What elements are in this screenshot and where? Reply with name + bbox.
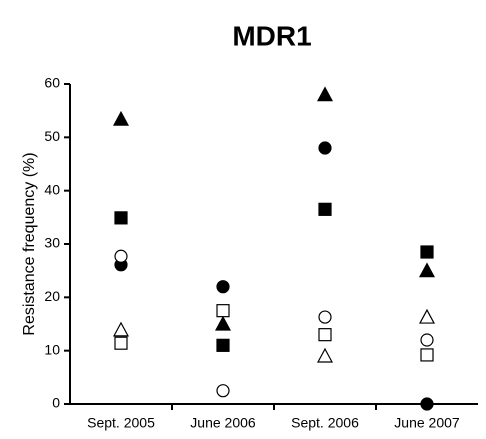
point [316,86,334,102]
point [420,245,434,259]
x-tick-label: Sept. 2005 [87,415,155,431]
point [318,310,332,324]
point [216,304,230,318]
point [216,280,230,294]
point [114,211,128,225]
x-tick-label: Sept. 2006 [291,415,359,431]
x-tick-label: June 2007 [394,415,460,431]
point [216,338,230,352]
point [216,384,230,398]
point [114,249,128,263]
point [418,308,436,324]
point [112,321,130,337]
point [420,333,434,347]
point [420,397,434,411]
y-tick-label: 0 [52,395,60,411]
point [420,348,434,362]
y-tick-label: 30 [44,235,60,251]
x-tick-label: June 2006 [190,415,256,431]
point [112,110,130,126]
y-tick-label: 60 [44,75,60,91]
point [318,328,332,342]
point [318,202,332,216]
y-tick-label: 20 [44,288,60,304]
y-tick-label: 10 [44,341,60,357]
y-tick-label: 40 [44,181,60,197]
point [418,262,436,278]
chart-title: MDR1 [232,20,311,51]
point [316,347,334,363]
point [214,315,232,331]
point [318,141,332,155]
y-tick-label: 50 [44,128,60,144]
y-axis-label: Resistance frequency (%) [21,152,38,335]
point [114,336,128,350]
